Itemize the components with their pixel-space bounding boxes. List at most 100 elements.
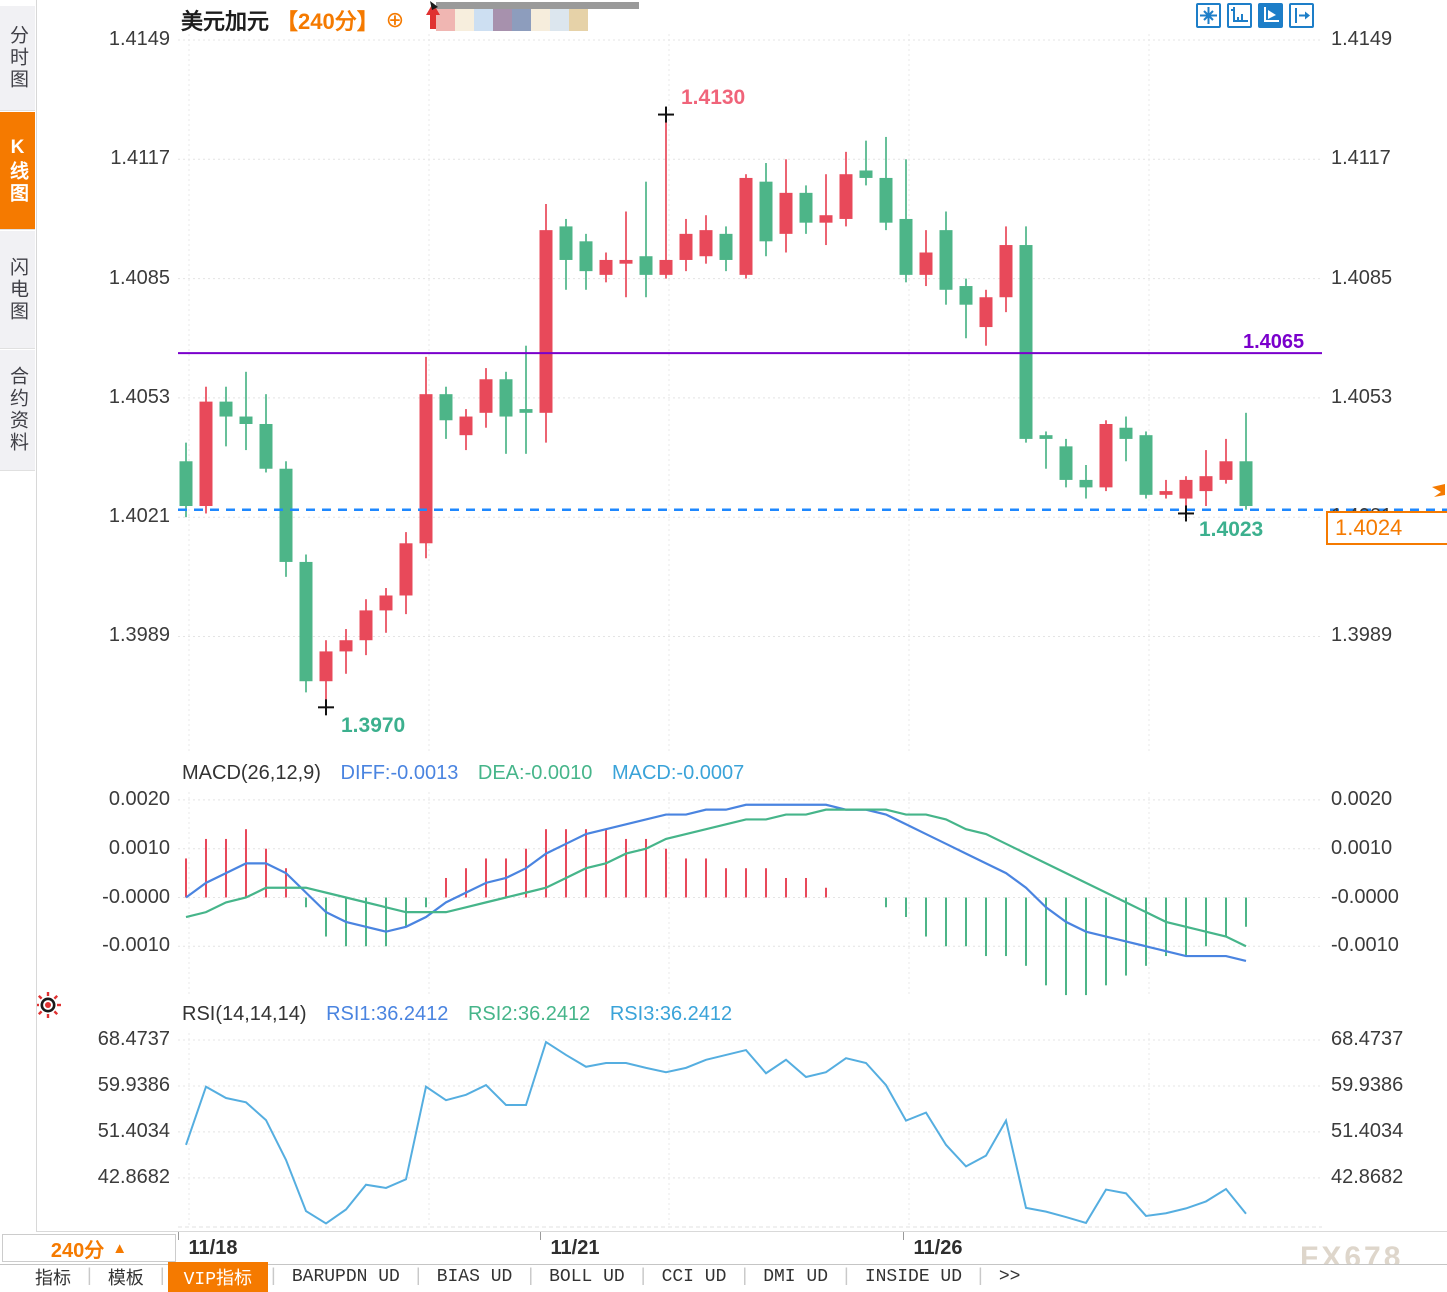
price-axis-label-right: 1.4053: [1331, 385, 1393, 408]
swatch-2[interactable]: [455, 9, 474, 31]
tab-divider: |: [268, 1267, 279, 1287]
swatch-5[interactable]: [512, 9, 531, 31]
swatch-6[interactable]: [531, 9, 550, 31]
price-axis-label-left: 1.4117: [110, 147, 170, 170]
date-tick: [903, 1232, 904, 1240]
low-price-annotation: 1.3970: [341, 714, 406, 737]
date-tick: [540, 1232, 541, 1240]
latest-price-arrow-icon[interactable]: [1432, 484, 1446, 505]
macd-dea-value: DEA:-0.0010: [477, 762, 593, 784]
rsi1-value: RSI1:36.2412: [326, 1003, 449, 1025]
price-axis-label-left: 1.3989: [108, 624, 170, 647]
chart-header: 美元加元 【240分】 ⊕: [181, 4, 404, 36]
indicator-tab-10[interactable]: >>: [998, 1267, 1021, 1287]
tab-divider: |: [412, 1267, 424, 1287]
tab-divider: |: [739, 1267, 751, 1287]
indicator-tab-1[interactable]: 指标: [35, 1270, 71, 1290]
tab-divider: |: [84, 1267, 95, 1287]
rsi-axis-label-left: 68.4737: [97, 1028, 170, 1050]
period-selector-label[interactable]: 240分: [50, 1239, 105, 1262]
indicator-tab-7[interactable]: CCI UD: [661, 1267, 727, 1287]
rsi-axis-label-left: 51.4034: [97, 1119, 170, 1142]
price-axis-label-right: 1.3989: [1331, 624, 1393, 647]
indicator-tab-6[interactable]: BOLL UD: [549, 1267, 625, 1287]
rsi-axis-label-left: 42.8682: [97, 1165, 170, 1188]
panel-separator: [0, 1231, 1447, 1232]
macd-diff-value: DIFF:-0.0013: [340, 762, 459, 784]
toolbar-drag-bar[interactable]: [436, 2, 639, 9]
sidebar-tab-4[interactable]: 合约资料: [0, 350, 35, 471]
swatch-4[interactable]: [493, 9, 512, 31]
rsi-name: RSI(14,14,14): [182, 1003, 307, 1025]
tab-divider: |: [841, 1267, 852, 1287]
sidebar-tab-3[interactable]: 闪电图: [0, 231, 35, 349]
rsi-axis-label-right: 59.9386: [1331, 1073, 1404, 1096]
color-swatch-toolbar[interactable]: [436, 2, 639, 31]
swatch-8[interactable]: [569, 9, 588, 31]
macd-axis-label-right: -0.0000: [1331, 885, 1399, 908]
price-axis-label-left: 1.4053: [108, 385, 170, 408]
period-selector-arrow-icon[interactable]: ▲: [112, 1239, 128, 1257]
price-axis-label-left: 1.4021: [108, 505, 170, 528]
date-label: 11/18: [188, 1237, 238, 1259]
macd-axis-label-left: -0.0010: [102, 934, 170, 957]
macd-axis-label-left: 0.0020: [108, 787, 170, 810]
macd-header: MACD(26,12,9) DIFF:-0.0013 DEA:-0.0010 M…: [182, 762, 744, 785]
rsi2-value: RSI2:36.2412: [467, 1003, 591, 1025]
auto-scale-icon[interactable]: [1258, 3, 1283, 28]
sidebar-tab-1[interactable]: 分时图: [0, 6, 35, 111]
hline-price-annotation: 1.4065: [1243, 331, 1305, 353]
indicator-tab-bar: 指标 | 模板 | VIP指标 | BARUPDN UD | BIAS UD | BOLL UD | C…: [0, 1262, 1447, 1292]
macd-name: MACD(26,12,9): [182, 762, 321, 784]
period-label[interactable]: 【240分】: [276, 9, 379, 34]
period-selector[interactable]: 240分 ▲: [2, 1234, 176, 1262]
rsi-axis-label-left: 59.9386: [97, 1073, 170, 1096]
macd-axis-label-right: 0.0020: [1331, 787, 1393, 810]
pan-icon[interactable]: [1196, 3, 1221, 28]
tab-divider: |: [156, 1267, 168, 1287]
date-label: 11/26: [913, 1237, 963, 1259]
tab-divider: |: [525, 1267, 537, 1287]
symbol-title: 美元加元: [181, 9, 270, 34]
high-price-annotation: 1.4130: [681, 86, 746, 109]
swatch-1[interactable]: [436, 9, 455, 31]
crosshair-link-icon[interactable]: ⊕: [385, 7, 405, 32]
current-price-tag: 1.4024: [1326, 511, 1447, 545]
date-tick: [178, 1232, 179, 1240]
indicator-tab-8[interactable]: DMI UD: [763, 1267, 828, 1287]
rsi3-value: RSI3:36.2412: [609, 1003, 733, 1025]
indicator-tab-3[interactable]: VIP指标: [167, 1262, 269, 1292]
date-label: 11/21: [550, 1237, 600, 1259]
rsi-axis-label-right: 68.4737: [1331, 1028, 1404, 1050]
indicator-tab-9[interactable]: INSIDE UD: [864, 1267, 963, 1287]
indicator-tab-5[interactable]: BIAS UD: [436, 1267, 513, 1287]
sidebar-tab-2[interactable]: K线图: [0, 112, 35, 230]
price-axis-label-right: 1.4117: [1331, 147, 1391, 170]
shift-right-icon[interactable]: [1289, 3, 1314, 28]
tab-divider: |: [637, 1267, 649, 1287]
cursor-arrow-icon: [424, 1, 444, 36]
macd-axis-label-left: 0.0010: [108, 836, 170, 859]
macd-axis-label-right: -0.0010: [1331, 934, 1399, 957]
macd-macd-value: MACD:-0.0007: [611, 762, 745, 784]
rsi-axis-label-right: 42.8682: [1331, 1165, 1404, 1188]
price-axis-label-right: 1.4149: [1331, 28, 1393, 50]
rsi-axis-label-right: 51.4034: [1331, 1119, 1404, 1142]
chart-tool-buttons: [1196, 3, 1314, 28]
sun-marker-icon: [34, 991, 62, 1024]
price-axis-label-left: 1.4085: [108, 266, 170, 289]
indicator-tab-2[interactable]: 模板: [107, 1270, 144, 1290]
rsi-header: RSI(14,14,14) RSI1:36.2412 RSI2:36.2412 …: [182, 1003, 732, 1026]
price-axis-label-left: 1.4149: [108, 28, 170, 50]
macd-axis-label-right: 0.0010: [1331, 836, 1393, 859]
tab-divider: |: [975, 1267, 986, 1287]
macd-axis-label-left: -0.0000: [102, 885, 170, 908]
price-axis-label-right: 1.4085: [1331, 266, 1393, 289]
last-price-annotation: 1.4023: [1199, 518, 1264, 541]
sidebar: 分时图 K线图 闪电图 合约资料: [0, 0, 37, 1232]
swatch-7[interactable]: [550, 9, 569, 31]
indicator-tab-4[interactable]: BARUPDN UD: [291, 1267, 400, 1287]
axis-range-icon[interactable]: [1227, 3, 1252, 28]
swatch-3[interactable]: [474, 9, 493, 31]
